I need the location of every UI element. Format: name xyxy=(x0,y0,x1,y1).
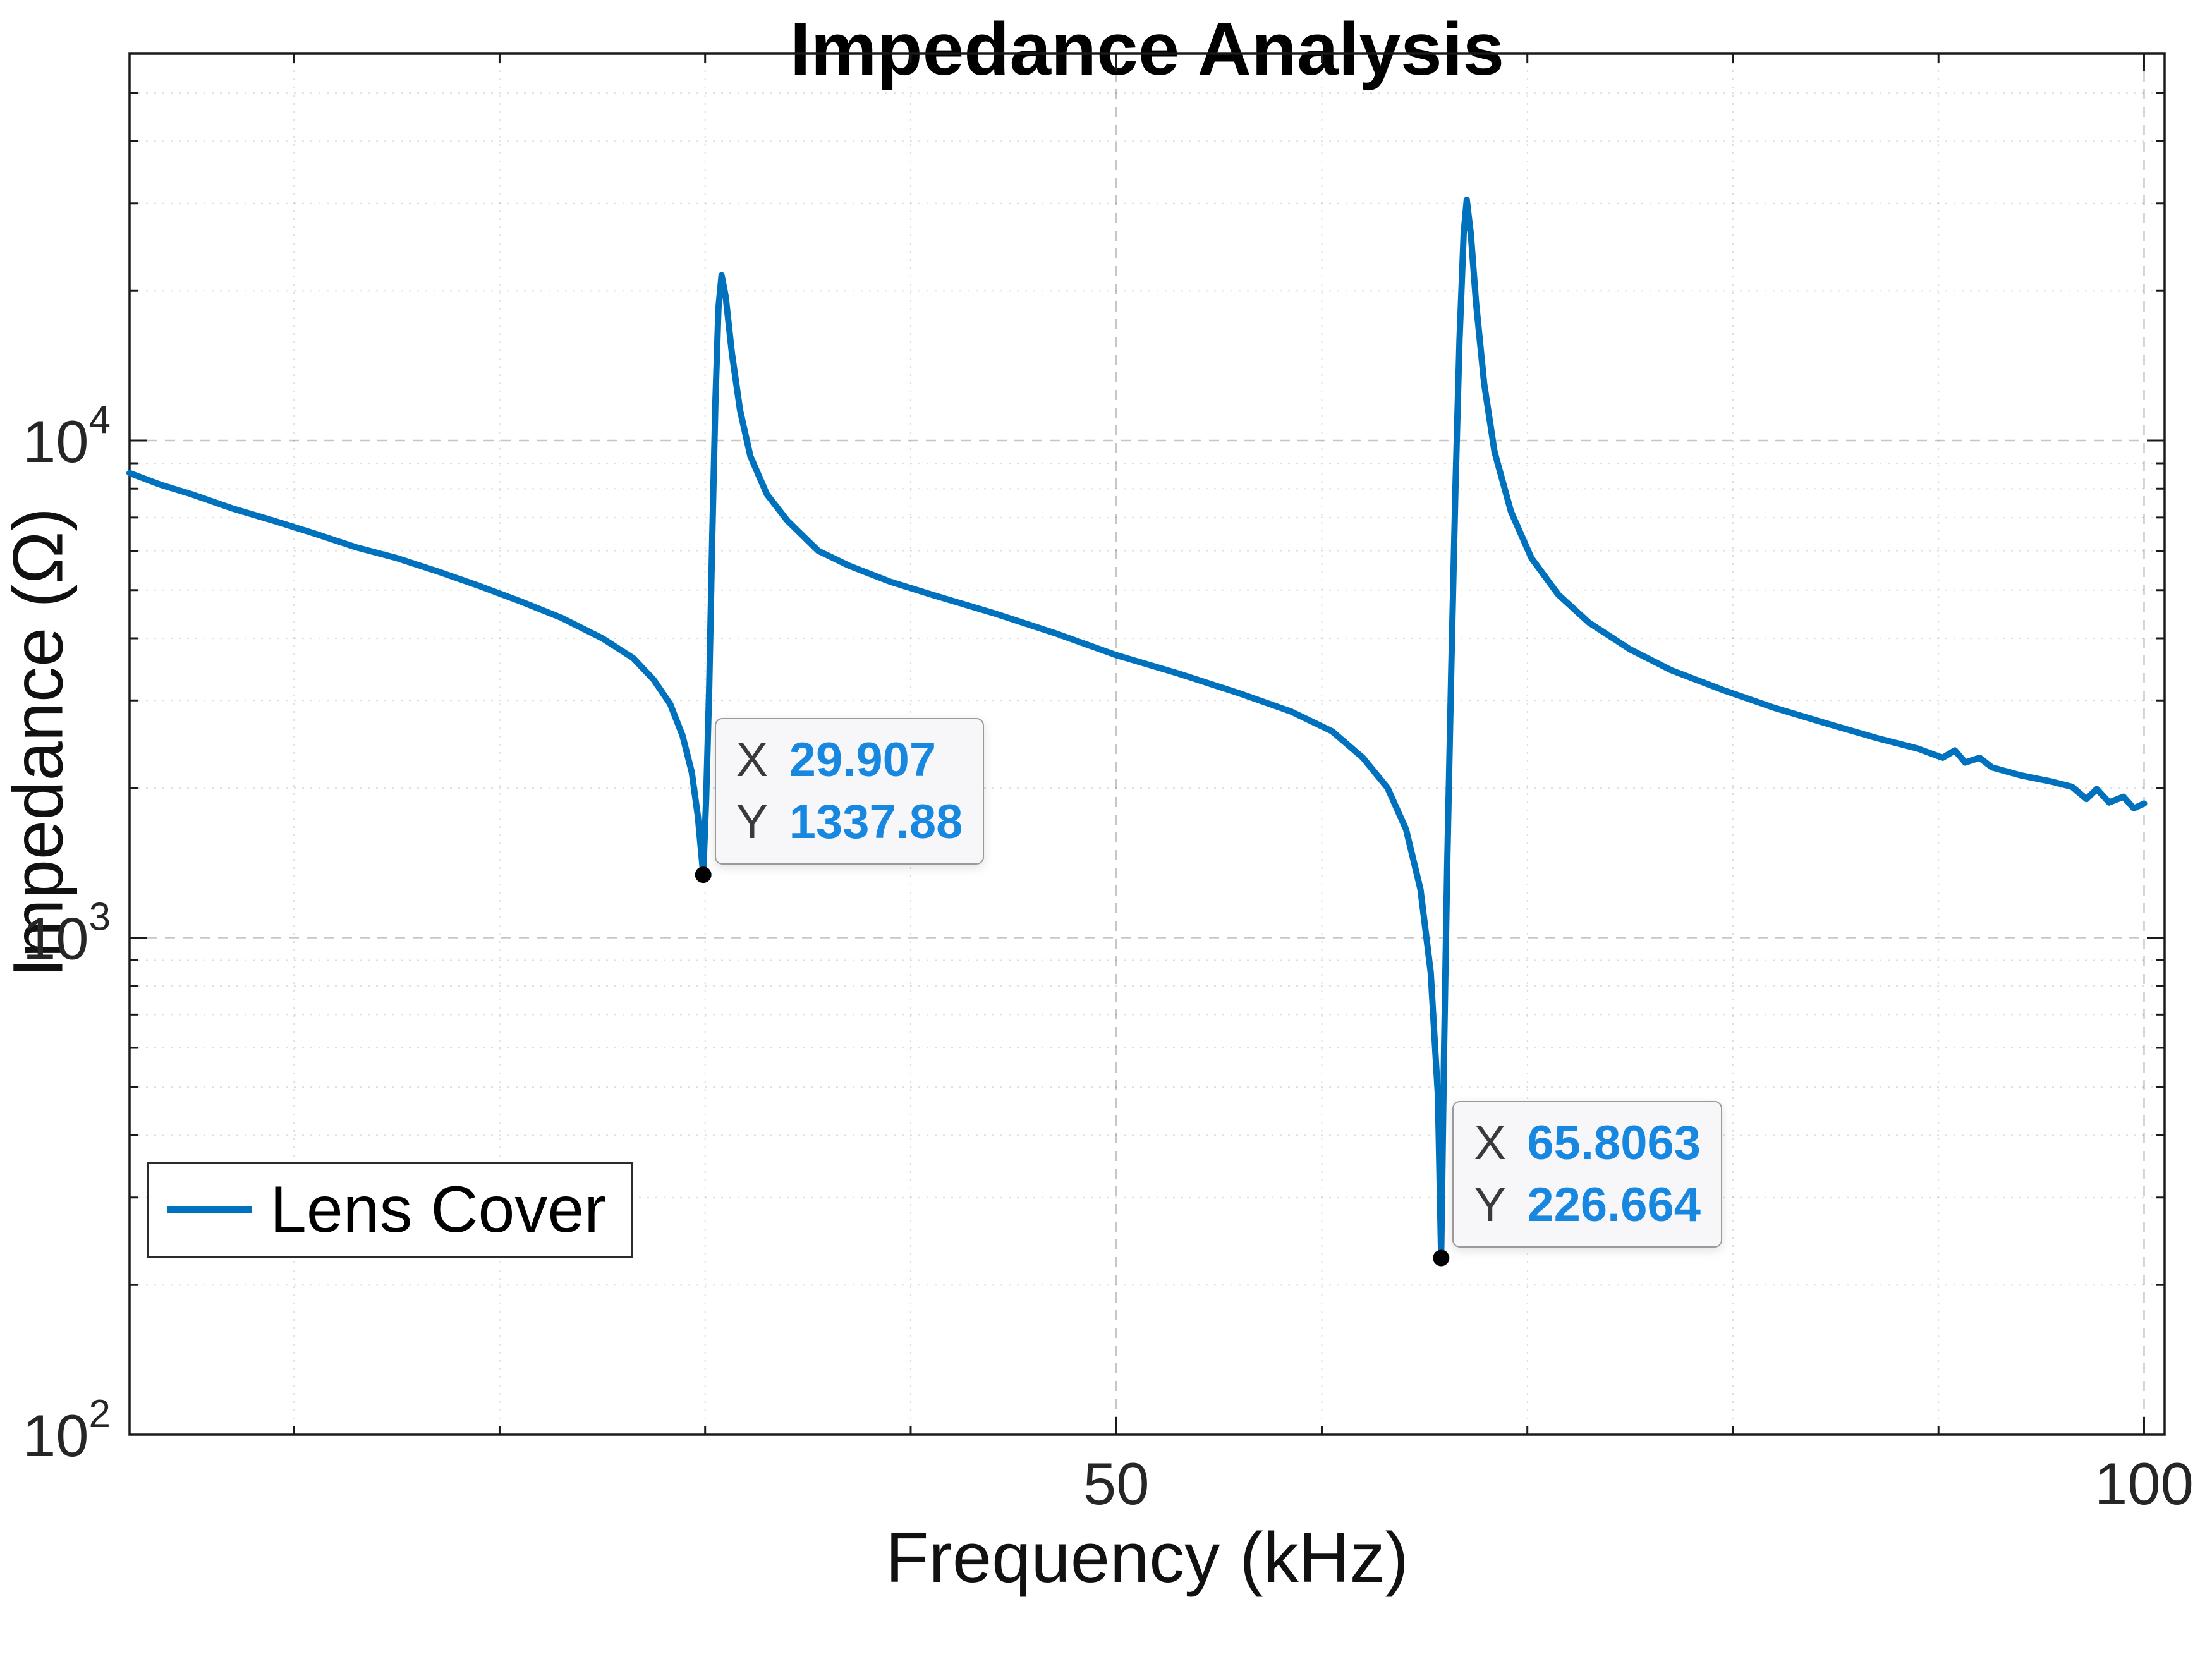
x-tick-label: 50 xyxy=(1083,1450,1150,1517)
y-tick-label: 102 xyxy=(23,1392,111,1469)
legend[interactable]: Lens Cover xyxy=(147,1162,633,1258)
legend-label: Lens Cover xyxy=(270,1173,606,1246)
legend-line-sample xyxy=(167,1206,252,1213)
datatip-value: 29.907 xyxy=(789,733,937,787)
datatip-key: X xyxy=(1474,1116,1507,1170)
datatip-marker[interactable] xyxy=(1433,1249,1450,1267)
datatip-row: Y 226.664 xyxy=(1474,1174,1701,1236)
chart-title: Impedance Analysis xyxy=(789,8,1505,91)
series-line[interactable] xyxy=(126,197,2148,1261)
x-tick-label: 100 xyxy=(2094,1450,2194,1517)
datatip-row: Y 1337.88 xyxy=(736,791,963,853)
datatip-value: 226.664 xyxy=(1527,1178,1701,1232)
datatip-row: X 65.8063 xyxy=(1474,1112,1701,1174)
x-axis-label: Frequency (kHz) xyxy=(885,1518,1409,1597)
y-tick-label: 104 xyxy=(23,398,111,475)
datatip[interactable]: X 65.8063 Y 226.664 xyxy=(1452,1101,1723,1248)
y-tick-label: 103 xyxy=(23,896,111,972)
datatip-row: X 29.907 xyxy=(736,729,963,791)
datatip-marker[interactable] xyxy=(695,866,712,884)
datatip[interactable]: X 29.907 Y 1337.88 xyxy=(714,718,985,865)
datatip-value: 65.8063 xyxy=(1527,1116,1701,1170)
datatip-key: X xyxy=(736,733,769,787)
datatip-key: Y xyxy=(1474,1178,1507,1232)
datatip-value: 1337.88 xyxy=(789,795,963,849)
datatip-key: Y xyxy=(736,795,769,849)
axes-box xyxy=(128,52,2166,1436)
